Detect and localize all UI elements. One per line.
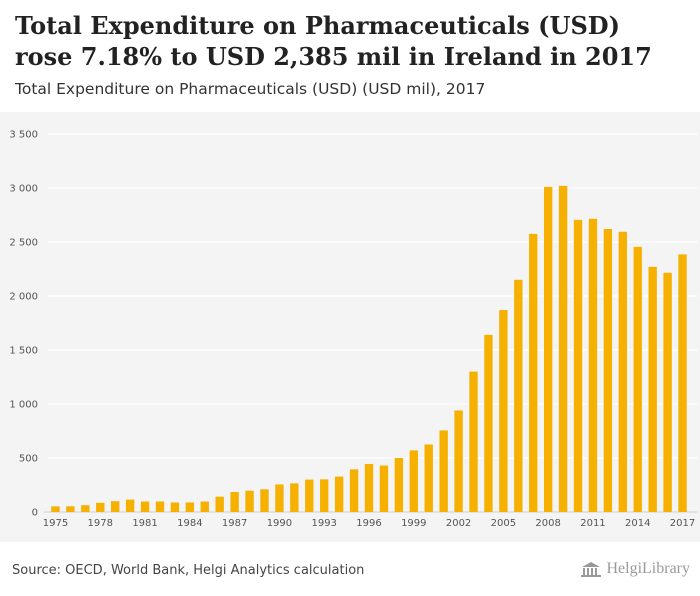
- chart-title: Total Expenditure on Pharmaceuticals (US…: [15, 11, 652, 71]
- source-note: Source: OECD, World Bank, Helgi Analytic…: [12, 563, 365, 578]
- bar: [558, 185, 568, 512]
- bar: [334, 476, 344, 512]
- brand-name: HelgiLibrary: [606, 560, 690, 577]
- bar: [484, 334, 493, 512]
- y-tick-label: 1 500: [9, 346, 38, 357]
- bar: [424, 444, 433, 512]
- chart-subtitle: Total Expenditure on Pharmaceuticals (US…: [15, 80, 486, 98]
- bar: [439, 430, 448, 512]
- x-tick-label: 1996: [356, 518, 381, 529]
- bar: [648, 266, 657, 512]
- x-tick-label: 2014: [625, 518, 650, 529]
- x-tick-label: 2011: [580, 518, 605, 529]
- x-tick-label: 2008: [535, 518, 560, 529]
- x-tick-label: 1999: [401, 518, 426, 529]
- library-icon: [581, 562, 602, 577]
- bar: [200, 501, 209, 512]
- x-tick-label: 1981: [132, 518, 157, 529]
- bar: [349, 469, 359, 512]
- y-tick-label: 1 000: [9, 400, 38, 411]
- bar: [125, 499, 135, 512]
- bar: [678, 254, 687, 513]
- bar: [543, 186, 553, 513]
- x-tick-label: 2005: [491, 518, 516, 529]
- bar: [394, 458, 404, 512]
- y-tick-label: 2 500: [9, 238, 38, 249]
- bar: [230, 492, 239, 512]
- bar: [260, 489, 269, 512]
- bar: [81, 505, 90, 512]
- y-tick-label: 2 000: [9, 292, 38, 303]
- bar: [633, 246, 642, 513]
- bar: [588, 218, 598, 512]
- bar: [320, 479, 329, 512]
- bar: [185, 502, 195, 512]
- y-tick-label: 0: [32, 508, 38, 519]
- bar: [305, 479, 314, 512]
- bar: [663, 272, 672, 512]
- bar-chart: 0 500 1 000 1 500 2 000 2 500 3 000 3 500 1975 19…: [9, 130, 698, 529]
- bar: [469, 371, 478, 512]
- bar: [379, 465, 389, 512]
- brand-logo[interactable]: HelgiLibrary: [580, 560, 690, 578]
- bar: [96, 502, 105, 512]
- bar: [66, 506, 75, 512]
- bar: [140, 501, 150, 512]
- bar: [290, 483, 299, 512]
- x-tick-label: 1993: [311, 518, 336, 529]
- bar: [111, 501, 120, 512]
- bar: [514, 279, 523, 512]
- y-tick-label: 3 500: [9, 130, 38, 141]
- x-tick-label: 1975: [43, 518, 68, 529]
- bar: [529, 233, 538, 512]
- x-tick-label: 1990: [267, 518, 292, 529]
- bar: [275, 484, 284, 512]
- bar: [603, 229, 613, 512]
- bar: [618, 231, 627, 512]
- bar: [215, 496, 224, 512]
- x-tick-label: 1984: [177, 518, 202, 529]
- bar: [499, 310, 508, 512]
- bar: [573, 219, 583, 513]
- x-tick-label: 2002: [446, 518, 471, 529]
- x-tick-label: 1978: [88, 518, 113, 529]
- bar: [155, 501, 165, 512]
- x-tick-label: 1987: [222, 518, 247, 529]
- bar: [170, 502, 180, 512]
- x-tick-label: 2017: [670, 518, 695, 529]
- chart-area: 0 500 1 000 1 500 2 000 2 500 3 000 3 500 1975 19…: [0, 112, 700, 542]
- y-tick-label: 500: [19, 454, 38, 465]
- y-tick-label: 3 000: [9, 184, 38, 195]
- bar: [245, 490, 254, 512]
- bar: [454, 410, 463, 512]
- bar: [364, 463, 374, 512]
- bar: [409, 450, 418, 512]
- bar: [51, 506, 60, 512]
